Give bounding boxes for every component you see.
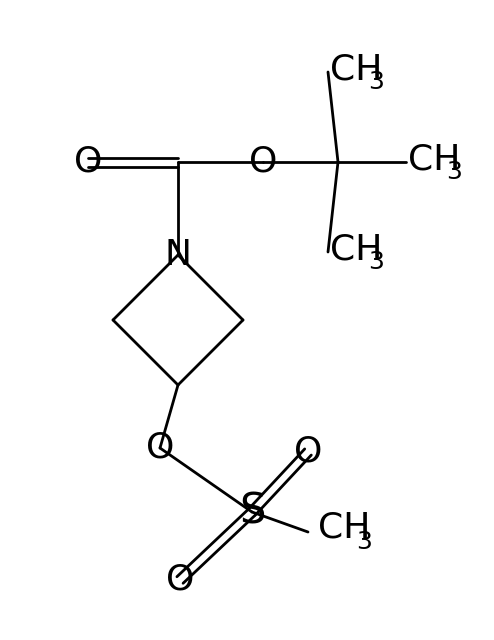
Text: O: O — [249, 145, 277, 179]
Text: O: O — [74, 145, 102, 179]
Text: 3: 3 — [446, 160, 462, 184]
Text: O: O — [294, 435, 322, 469]
Text: O: O — [146, 431, 174, 465]
Text: O: O — [166, 563, 194, 597]
Text: CH: CH — [318, 511, 370, 545]
Text: CH: CH — [330, 233, 382, 267]
Text: 3: 3 — [368, 70, 384, 94]
Text: CH: CH — [330, 53, 382, 87]
Text: S: S — [239, 491, 265, 533]
Text: CH: CH — [408, 143, 460, 177]
Text: N: N — [165, 238, 192, 272]
Text: 3: 3 — [356, 530, 372, 554]
Text: 3: 3 — [368, 250, 384, 274]
